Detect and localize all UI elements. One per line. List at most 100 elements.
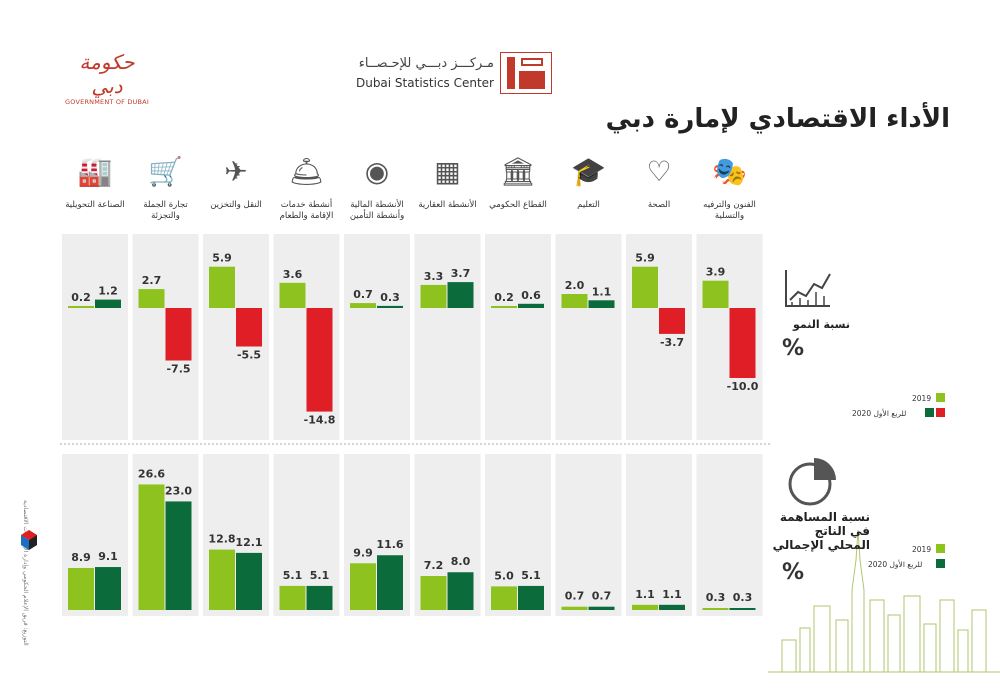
share-bar-2020 [165,501,192,610]
growth-bar-2019 [632,266,658,308]
growth-bar-2019 [491,306,517,308]
share-bar-2019 [632,604,658,610]
gdp-share-label: نسبة المساهمة في الناتج المحلي الإجمالي [772,510,870,552]
growth-bar-2020 [95,299,121,308]
dubai-skyline-illustration [768,529,1000,673]
category-label: تجارة الجملة والتجزئة [143,200,188,221]
share-bar-2020 [588,606,615,610]
gov-logo-english: GOVERNMENT OF DUBAI [65,98,149,106]
share-bar-2020 [95,567,121,610]
growth-label-2019: 3.6 [283,268,303,281]
growth-bar-2019 [561,294,588,308]
growth-label-2020: 0.6 [521,289,541,302]
factory-robot-icon: 🏭 [77,155,113,188]
share-bar-2020 [447,572,474,610]
growth-label-2019: 0.7 [353,288,373,301]
building-icon: ▦ [434,155,461,188]
share-bar-2020 [236,552,262,610]
share-label-2019: 7.2 [424,559,444,572]
growth-bar-2019 [138,289,165,308]
growth-bar-2020 [447,282,474,308]
share-bar-2019 [702,608,729,610]
growth-percent-sign: % [782,336,805,361]
legend-2020-share: للربع الأول 2020 [868,560,923,569]
gov-logo-arabic: حكومة دبي [79,50,135,98]
share-label-2019: 8.9 [71,551,91,564]
food-cloche-icon: 🛎 [288,155,325,188]
share-bar-2019 [279,585,306,610]
coin-icon: ◉ [364,155,390,188]
legend-2020-growth: للربع الأول 2020 [852,409,907,418]
growth-bar-2019 [279,282,306,308]
category-label: الأنشطة المالية وأنشطة التأمين [349,200,405,221]
share-bar-2020 [306,585,333,610]
growth-bar-2020 [518,303,544,308]
share-label-2020: 5.1 [521,569,541,582]
growth-panel [414,234,481,440]
share-bars: 8.9 9.1 26.623.0 12.8 12.1 5.1 5.1 9.911.6 7.2 8.… [68,467,756,610]
government-building-icon: 🏛 [500,155,536,188]
growth-bar-2020 [165,308,192,361]
growth-bar-2019 [420,284,447,308]
growth-label-2020: 1.1 [592,285,612,298]
growth-bar-2019 [209,266,235,308]
growth-bar-2020 [377,305,403,308]
legend-swatch-2020-share [936,559,945,568]
share-bar-2020 [729,608,756,610]
share-label-2020: 12.1 [235,536,262,549]
share-label-2019: 0.3 [706,591,726,604]
share-label-2019: 26.6 [138,467,165,480]
growth-label-2020: 1.2 [98,285,118,298]
growth-label-2019: 5.9 [635,252,655,265]
category-label: الصناعة التحويلية [65,200,125,210]
category-label: الصحة [647,200,671,210]
share-bar-2019 [68,567,94,610]
growth-bar-2020 [236,308,262,347]
share-label-2019: 0.7 [565,590,585,603]
legend-swatch-2019-growth [936,393,945,402]
share-panel [626,454,692,616]
share-bar-2019 [350,563,376,610]
growth-label-2020: -14.8 [304,414,336,427]
side-credit: التوزيع: فريق الإعلام الحكومي وإدارة الإ… [12,500,46,650]
category-label: الفنون والترفيه والتسلية [703,200,756,221]
growth-panel [555,234,622,440]
growth-bar-2020 [659,308,685,334]
growth-chart-icon [785,270,831,307]
share-label-2019: 9.9 [353,546,373,559]
share-label-2020: 9.1 [98,550,118,563]
government-of-dubai-logo: حكومة دبي GOVERNMENT OF DUBAI [62,50,152,106]
share-label-2020: 1.1 [662,588,682,601]
category-label: التعليم [577,200,600,210]
category-label: النقل والتخزين [210,200,262,210]
growth-panel [62,234,128,440]
growth-label-2019: 2.0 [565,279,585,292]
growth-bar-2019 [350,303,376,308]
share-bar-2019 [420,576,447,610]
growth-bar-2020 [729,308,756,378]
growth-rate-label: نسبة النمو [793,318,850,331]
legend-swatch-2019-share [936,544,945,553]
share-label-2019: 5.0 [494,569,514,582]
dsc-logo-icon [500,52,552,94]
share-bar-2019 [561,606,588,610]
theater-mask-icon: 🎭 [712,155,747,188]
legend-swatch-2020-neg [936,408,945,417]
category-label: أنشطة خدمات الإقامة والطعام [279,200,334,221]
heart-hands-icon: ♡ [646,155,672,188]
share-label-2020: 23.0 [165,484,192,497]
share-bar-2019 [491,586,517,610]
growth-label-2020: 0.3 [380,291,400,304]
growth-bar-2020 [588,300,615,308]
growth-label-2020: -5.5 [237,349,261,362]
growth-bars: 0.2 1.2 2.7 -7.5 5.9 -5.5 3.6 -14.8 0.7 0.3 3.3 3.7… [68,252,759,427]
share-label-2020: 8.0 [451,555,471,568]
growth-label-2019: 0.2 [71,291,91,304]
pie-chart-icon [788,458,836,506]
share-label-2019: 12.8 [208,533,235,546]
gdp-share-percent-sign: % [782,560,805,585]
growth-label-2020: -10.0 [727,380,759,393]
growth-label-2019: 0.2 [494,291,514,304]
share-panel [555,454,622,616]
legend-2019-growth: 2019 [912,394,932,403]
